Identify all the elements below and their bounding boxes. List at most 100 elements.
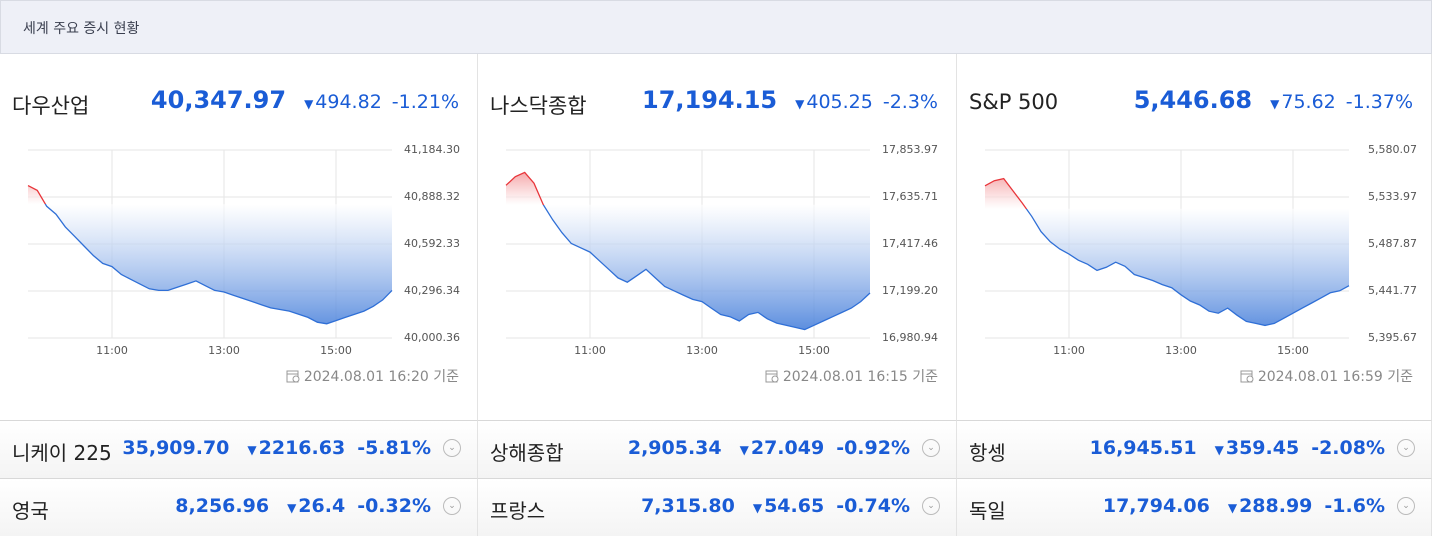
index-name: 나스닥종합 xyxy=(490,94,587,118)
quote: 8,256.96 ▼ 26.4 -0.32% ⌄ xyxy=(175,495,461,517)
change: ▼ 54.65 xyxy=(753,495,824,517)
index-name: 상해종합 xyxy=(490,441,564,465)
header-title: 세계 주요 증시 현황 xyxy=(23,21,140,37)
y-tick-label: 17,199.20 xyxy=(882,284,938,297)
index-panel: S&P 500 5,446.68 ▼ 75.62 -1.37% 2024.08.01 16… xyxy=(957,54,1432,420)
index-row: 독일 17,794.06 ▼ 288.99 -1.6% ⌄ xyxy=(957,478,1432,536)
header: 세계 주요 증시 현황 xyxy=(0,0,1432,54)
y-tick-label: 16,980.94 xyxy=(882,331,938,344)
expand-button[interactable]: ⌄ xyxy=(922,439,940,457)
change-value: 2216.63 xyxy=(258,437,346,459)
change: ▼ 26.4 xyxy=(287,495,345,517)
price: 17,794.06 xyxy=(1102,495,1210,517)
down-arrow: ▼ xyxy=(287,501,297,515)
change: ▼ 494.82 xyxy=(304,91,382,113)
chart: 5,395.67 5,441.77 5,487.87 5,533.97 5,580.07… xyxy=(984,143,1417,357)
change-value: 75.62 xyxy=(1281,91,1336,113)
area-fill-up xyxy=(985,178,1349,209)
price-line xyxy=(27,185,393,325)
down-arrow: ▼ xyxy=(247,443,257,457)
price-line xyxy=(505,171,871,331)
index-row: 항셍 16,945.51 ▼ 359.45 -2.08% ⌄ xyxy=(957,420,1432,478)
expand-button[interactable]: ⌄ xyxy=(922,497,940,515)
index-panel: 나스닥종합 17,194.15 ▼ 405.25 -2.3% 2024.08.01 16:… xyxy=(478,54,957,420)
change-value: 288.99 xyxy=(1239,495,1313,517)
change-percent: -5.81% xyxy=(357,437,431,459)
down-arrow: ▼ xyxy=(304,97,314,111)
price: 5,446.68 xyxy=(1133,86,1253,114)
down-arrow: ▼ xyxy=(795,97,805,111)
index-name: S&P 500 xyxy=(969,90,1059,114)
y-tick-label: 5,580.07 xyxy=(1368,143,1417,156)
y-tick-label: 5,533.97 xyxy=(1368,190,1417,203)
quote: 35,909.70 ▼ 2216.63 -5.81% ⌄ xyxy=(122,437,461,459)
x-tick-label: 15:00 xyxy=(1277,344,1309,357)
expand-button[interactable]: ⌄ xyxy=(1397,497,1415,515)
y-tick-label: 40,888.32 xyxy=(404,190,460,203)
change-percent: -1.21% xyxy=(391,91,459,113)
down-arrow: ▼ xyxy=(752,501,763,515)
price: 17,194.15 xyxy=(642,86,778,114)
y-tick-label: 5,487.87 xyxy=(1368,237,1417,250)
expand-button[interactable]: ⌄ xyxy=(1397,439,1415,457)
index-panel: 다우산업 40,347.97 ▼ 494.82 -1.21% 2024.08.01 16:… xyxy=(0,54,478,420)
index-row: 니케이 225 35,909.70 ▼ 2216.63 -5.81% ⌄ xyxy=(0,420,478,478)
area-fill-down xyxy=(28,204,392,324)
updated-text: 2024.08.01 16:59 기준 xyxy=(1257,369,1413,385)
change-percent: -2.3% xyxy=(882,91,938,113)
index-name: 니케이 225 xyxy=(12,441,112,465)
expand-button[interactable]: ⌄ xyxy=(443,497,461,515)
price: 40,347.97 xyxy=(150,86,287,114)
price: 16,945.51 xyxy=(1089,437,1197,459)
change-percent: -1.37% xyxy=(1345,91,1413,113)
updated: 2024.08.01 16:15 기준 xyxy=(765,366,938,386)
change-value: 54.65 xyxy=(764,495,825,517)
change: ▼ 288.99 xyxy=(1228,495,1313,517)
y-tick-label: 17,417.46 xyxy=(882,237,938,250)
x-tick-label: 13:00 xyxy=(686,344,718,357)
updated-text: 2024.08.01 16:15 기준 xyxy=(782,369,938,385)
area-fill-up xyxy=(28,185,46,205)
price-line xyxy=(984,177,1350,327)
expand-button[interactable]: ⌄ xyxy=(443,439,461,457)
calendar-icon xyxy=(1240,370,1254,383)
x-tick-label: 15:00 xyxy=(320,344,352,357)
change-percent: -0.32% xyxy=(357,495,431,517)
calendar-icon xyxy=(286,370,300,383)
index-name: 영국 xyxy=(12,499,49,523)
area-fill-down xyxy=(543,204,870,330)
change-value: 359.45 xyxy=(1225,437,1300,459)
change: ▼ 405.25 xyxy=(795,91,873,113)
change-percent: -0.74% xyxy=(836,495,910,517)
change-value: 26.4 xyxy=(298,495,346,517)
x-tick-label: 15:00 xyxy=(798,344,830,357)
change-value: 494.82 xyxy=(315,91,382,113)
y-tick-label: 5,441.77 xyxy=(1368,284,1417,297)
change-value: 405.25 xyxy=(806,91,873,113)
quote: 2,905.34 ▼ 27.049 -0.92% ⌄ xyxy=(628,437,940,459)
change: ▼ 359.45 xyxy=(1215,437,1300,459)
change: ▼ 75.62 xyxy=(1270,91,1336,113)
x-tick-label: 13:00 xyxy=(1165,344,1197,357)
change-value: 27.049 xyxy=(750,437,825,459)
change-percent: -1.6% xyxy=(1324,495,1385,517)
down-arrow: ▼ xyxy=(739,443,749,457)
quote: 17,794.06 ▼ 288.99 -1.6% ⌄ xyxy=(1103,495,1415,517)
y-tick-label: 40,000.36 xyxy=(404,331,460,344)
updated: 2024.08.01 16:59 기준 xyxy=(1240,366,1413,386)
y-tick-label: 41,184.30 xyxy=(404,143,460,156)
x-tick-label: 11:00 xyxy=(1053,344,1085,357)
x-tick-label: 13:00 xyxy=(208,344,240,357)
updated: 2024.08.01 16:20 기준 xyxy=(286,366,459,386)
chart: 40,000.36 40,296.34 40,592.33 40,888.32 41,1… xyxy=(27,143,460,357)
price: 8,256.96 xyxy=(175,495,270,517)
index-name: 프랑스 xyxy=(490,499,546,523)
change-percent: -2.08% xyxy=(1311,437,1385,459)
quote: 40,347.97 ▼ 494.82 -1.21% xyxy=(151,86,459,114)
price: 35,909.70 xyxy=(122,437,230,459)
index-name: 독일 xyxy=(969,499,1006,523)
y-tick-label: 5,395.67 xyxy=(1368,331,1417,344)
change: ▼ 27.049 xyxy=(740,437,825,459)
index-row: 상해종합 2,905.34 ▼ 27.049 -0.92% ⌄ xyxy=(478,420,957,478)
